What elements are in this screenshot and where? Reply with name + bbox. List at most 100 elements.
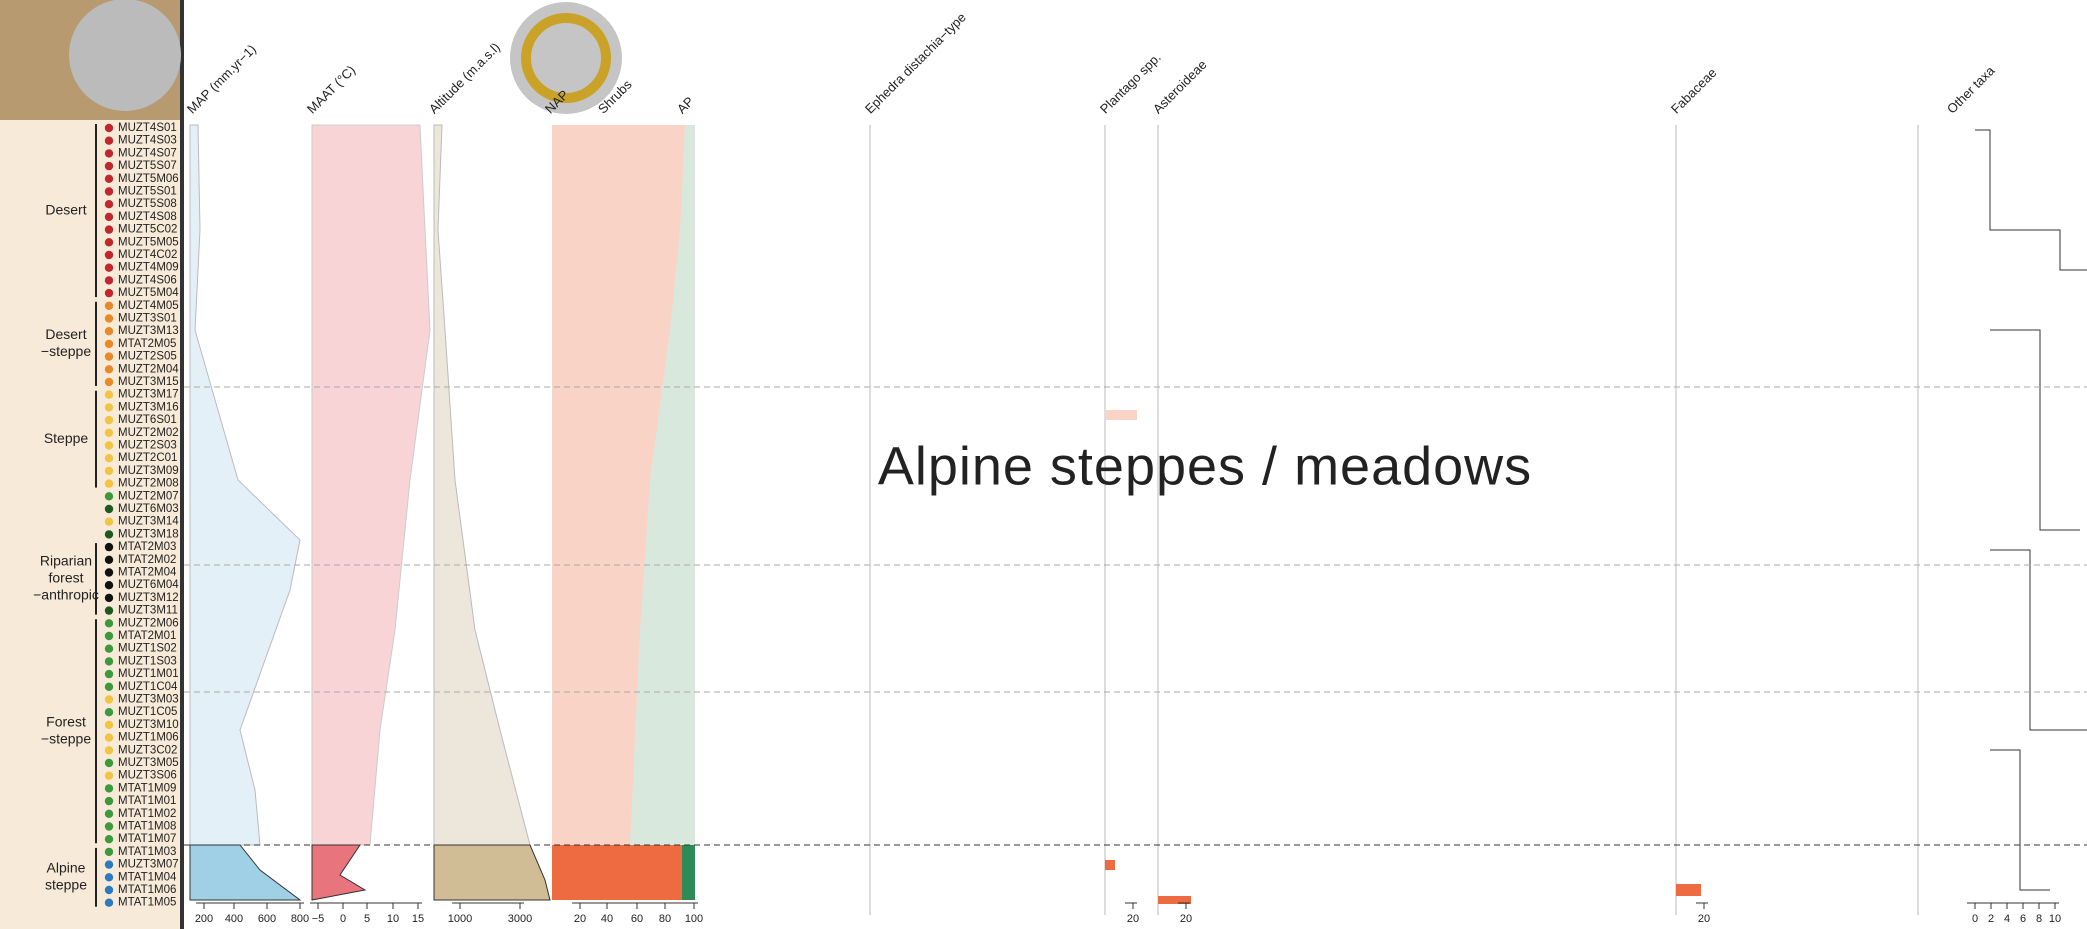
maat-alpine xyxy=(311,844,367,901)
fabaceae-bar xyxy=(1676,884,1701,896)
sample-dot xyxy=(104,339,114,349)
sample-dot xyxy=(104,568,114,577)
sample-name: MUZT1C04 xyxy=(118,681,178,693)
group-label: −steppe xyxy=(41,343,91,359)
sample-dot xyxy=(104,377,114,387)
tick-label: 200 xyxy=(195,913,213,925)
panel-label: AP xyxy=(674,94,697,117)
sample-name: MUZT5S07 xyxy=(118,160,177,172)
sample-name: MUZT3M10 xyxy=(118,719,179,731)
tick-label: 1000 xyxy=(448,913,472,925)
sample-dot xyxy=(104,695,114,704)
sample-name: MUZT2C01 xyxy=(118,452,177,464)
sample-dot xyxy=(104,796,114,806)
map-alpine xyxy=(189,844,302,901)
sample-name: MUZT5S01 xyxy=(118,186,177,198)
sample-dot xyxy=(104,225,114,234)
tick-label: 8 xyxy=(2036,913,2042,925)
sample-dot xyxy=(104,200,114,209)
logo-circle xyxy=(69,0,181,111)
ap-green xyxy=(630,125,695,845)
tick-label: 400 xyxy=(225,913,243,925)
sample-dot xyxy=(104,288,114,298)
sample-name: MTAT2M03 xyxy=(118,541,176,553)
panel-label: Altitude (m.a.s.l) xyxy=(426,40,503,117)
sample-name: MUZT2M04 xyxy=(118,363,179,375)
sample-name: MTAT1M01 xyxy=(118,795,176,807)
sample-dot xyxy=(104,644,114,653)
sample-name: MUZT2M07 xyxy=(118,490,179,502)
sample-dot xyxy=(104,847,114,857)
sample-dot xyxy=(104,835,114,844)
sample-dot xyxy=(104,149,114,158)
sample-dot xyxy=(104,898,114,907)
tick-label: 10 xyxy=(387,913,399,925)
sample-dot xyxy=(104,428,114,437)
sample-name: MUZT3C02 xyxy=(118,744,177,756)
sample-name: MUZT2M02 xyxy=(118,427,179,439)
sample-name: MUZT2M06 xyxy=(118,617,179,629)
overlay-title: Alpine steppes / meadows xyxy=(878,436,1532,496)
sample-dot xyxy=(104,682,114,691)
sample-dot xyxy=(104,123,114,133)
tick-label: 600 xyxy=(258,913,276,925)
sample-dot xyxy=(104,733,114,742)
sample-dot xyxy=(104,136,114,145)
sample-dot xyxy=(104,365,114,374)
sample-dot xyxy=(104,161,114,171)
panel-label: Fabaceae xyxy=(1668,65,1719,116)
sample-dot xyxy=(104,657,114,666)
sample-name: MUZT2S03 xyxy=(118,440,177,452)
sample-name: MUZT4M09 xyxy=(118,262,179,274)
sample-name: MTAT1M06 xyxy=(118,884,176,896)
sample-dot xyxy=(104,238,114,247)
sample-dot xyxy=(104,441,114,450)
plantago-bar xyxy=(1105,860,1115,870)
sample-dot xyxy=(104,517,114,526)
sample-name: MTAT2M01 xyxy=(118,630,176,642)
sample-name: MTAT1M04 xyxy=(118,871,177,883)
sample-dot xyxy=(104,581,114,590)
asteroideae-bar xyxy=(1158,896,1191,904)
sample-name: MUZT3M17 xyxy=(118,389,179,401)
sample-name: MUZT6M03 xyxy=(118,503,179,515)
tick-label: 0 xyxy=(1972,913,1978,925)
sample-name: MUZT3M18 xyxy=(118,528,179,540)
sample-dot xyxy=(104,555,114,564)
sample-name: MUZT1M06 xyxy=(118,732,179,744)
panel-label: Other taxa xyxy=(1944,62,1998,116)
group-label: Desert xyxy=(45,201,86,217)
sample-dot xyxy=(104,390,114,399)
sample-name: MTAT1M02 xyxy=(118,808,176,820)
group-label: Desert xyxy=(45,326,86,342)
panel-label: MAP (mm.yr−1) xyxy=(184,41,259,116)
sample-name: MUZT5S08 xyxy=(118,198,177,210)
sample-name: MTAT1M03 xyxy=(118,846,176,858)
group-label: Alpine xyxy=(47,860,86,876)
group-label: −steppe xyxy=(41,730,91,746)
sample-dot xyxy=(104,187,114,196)
sample-name: MUZT1S03 xyxy=(118,655,177,667)
sample-name: MTAT2M05 xyxy=(118,338,176,350)
group-label: −anthropic xyxy=(33,587,99,603)
tick-label: 4 xyxy=(2004,913,2010,925)
sample-name: MUZT1C05 xyxy=(118,706,177,718)
zone-lines xyxy=(184,386,2087,846)
logo-ring xyxy=(521,13,611,103)
tick-label: 800 xyxy=(291,913,309,925)
sample-dot xyxy=(104,403,114,412)
sample-dot xyxy=(104,708,114,717)
group-label: Steppe xyxy=(44,430,89,446)
group-label: forest xyxy=(48,570,83,586)
sample-dot xyxy=(104,822,114,831)
tick-label: −5 xyxy=(312,913,325,925)
panel-label: Asteroideae xyxy=(1150,57,1210,117)
divider xyxy=(180,0,184,929)
sample-name: MUZT3M13 xyxy=(118,325,179,337)
sample-name: MTAT1M07 xyxy=(118,833,176,845)
sample-dot xyxy=(104,492,114,501)
side-background xyxy=(0,0,180,929)
tick-label: 40 xyxy=(601,913,613,925)
sample-dot xyxy=(104,720,114,730)
sample-name: MUZT4S07 xyxy=(118,147,177,159)
